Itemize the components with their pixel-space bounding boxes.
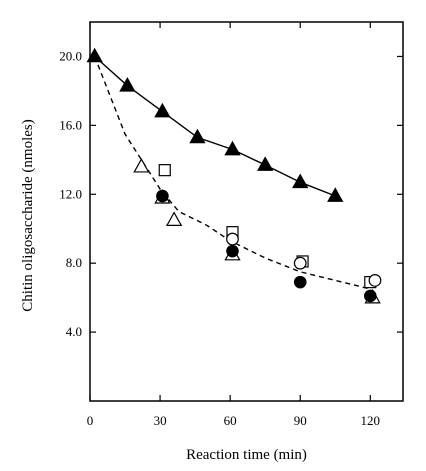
filled-triangle-point (154, 102, 171, 118)
y-tick-label: 4.0 (66, 324, 82, 339)
series-0-line (94, 55, 336, 197)
filled-circle-point (226, 244, 239, 258)
open-triangle-point (165, 211, 183, 226)
open-square-point (158, 164, 171, 177)
y-tick-label: 20.0 (59, 48, 82, 63)
x-tick-label: 60 (224, 413, 237, 428)
x-tick-label: 0 (87, 413, 94, 428)
x-tick-label: 30 (154, 413, 167, 428)
open-triangle-point (133, 157, 150, 173)
filled-circle-point (293, 275, 307, 289)
series-2-markers (158, 164, 377, 289)
filled-triangle-point (327, 187, 344, 202)
open-circle-point (226, 232, 239, 246)
filled-triangle-point (224, 140, 241, 156)
plot-frame (89, 21, 404, 402)
series-4-markers (156, 189, 377, 303)
series-1-markers (133, 157, 381, 304)
x-tick-label: 90 (294, 413, 307, 428)
series-0-markers (86, 47, 344, 202)
filled-triangle-point (189, 128, 206, 144)
y-tick-label: 12.0 (59, 186, 82, 201)
x-axis-title: Reaction time (min) (186, 447, 307, 463)
ticks-layer: 0 30 60 90 120 4.0 8.0 12.0 16.0 20.0 (59, 22, 403, 428)
y-tick-label: 16.0 (59, 117, 82, 132)
filled-triangle-point (292, 173, 309, 189)
filled-triangle-point (257, 156, 274, 171)
open-circle-point (293, 256, 307, 270)
filled-triangle-point (86, 47, 103, 63)
x-tick-label: 120 (361, 413, 381, 428)
filled-circle-point (156, 189, 169, 203)
filled-circle-point (363, 289, 377, 303)
series-layer (86, 47, 382, 304)
series-3-markers (226, 232, 382, 287)
y-tick-label: 8.0 (66, 255, 82, 270)
y-axis-title: Chitin oligosaccharide (nmoles) (20, 119, 36, 311)
filled-triangle-point (119, 77, 136, 92)
open-circle-point (368, 274, 382, 287)
